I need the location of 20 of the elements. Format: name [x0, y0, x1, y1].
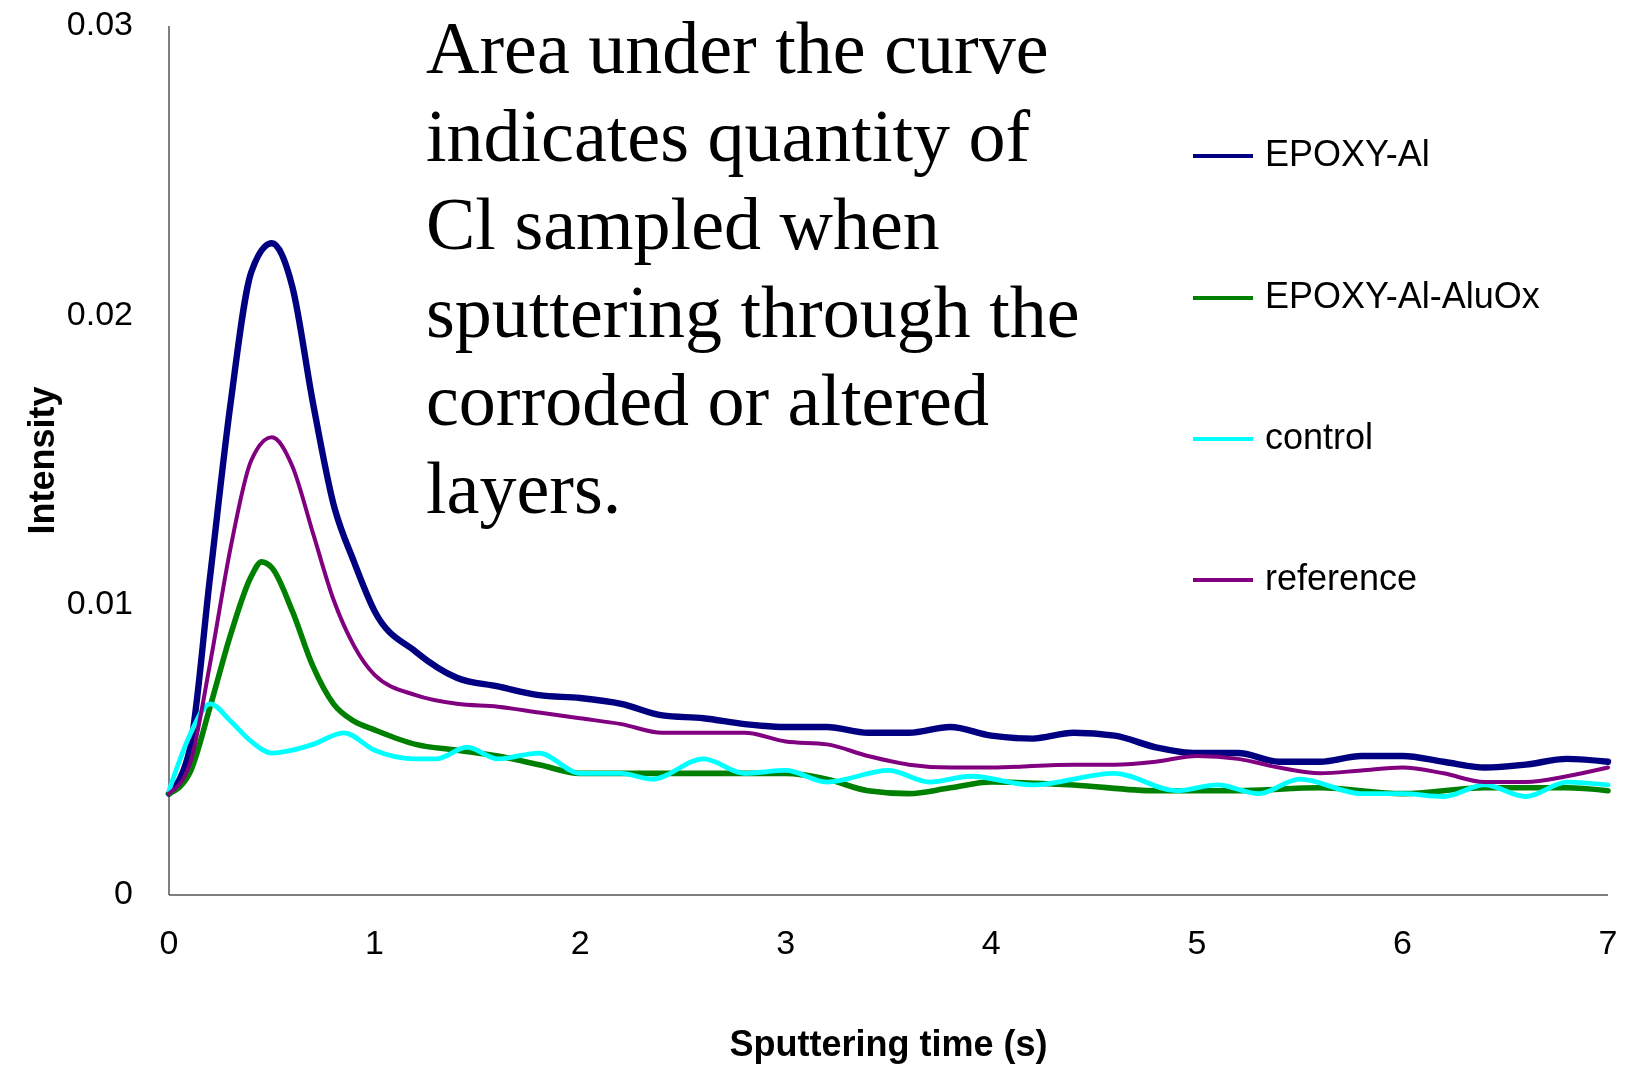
legend-label: EPOXY-Al	[1265, 132, 1430, 174]
y-tick-label: 0	[114, 872, 133, 911]
y-tick-label: 0.01	[66, 583, 133, 622]
x-tick-label: 3	[776, 922, 796, 961]
legend-label: EPOXY-Al-AluOx	[1265, 274, 1540, 316]
y-tick-label: 0.02	[66, 293, 133, 332]
legend-label: control	[1265, 415, 1374, 457]
legend-label: reference	[1265, 556, 1418, 598]
line-series	[166, 701, 1611, 799]
x-tick-label: 2	[570, 922, 590, 961]
y-axis-title: Intensity	[21, 386, 62, 535]
annotation: Area under the curve indicates quantity of Cl sampled when sputtering through the corroded or altered layers.	[426, 6, 1081, 531]
x-tick-label: 5	[1187, 922, 1207, 961]
x-tick-label: 1	[365, 922, 385, 961]
x-tick-label: 7	[1598, 922, 1618, 961]
x-tick-label: 4	[981, 922, 1001, 961]
y-tick-label: 0.03	[66, 3, 133, 42]
x-axis-title: Sputtering time (s)	[729, 1023, 1048, 1064]
x-tick-label: 0	[159, 922, 179, 961]
x-tick-label: 6	[1392, 922, 1412, 961]
